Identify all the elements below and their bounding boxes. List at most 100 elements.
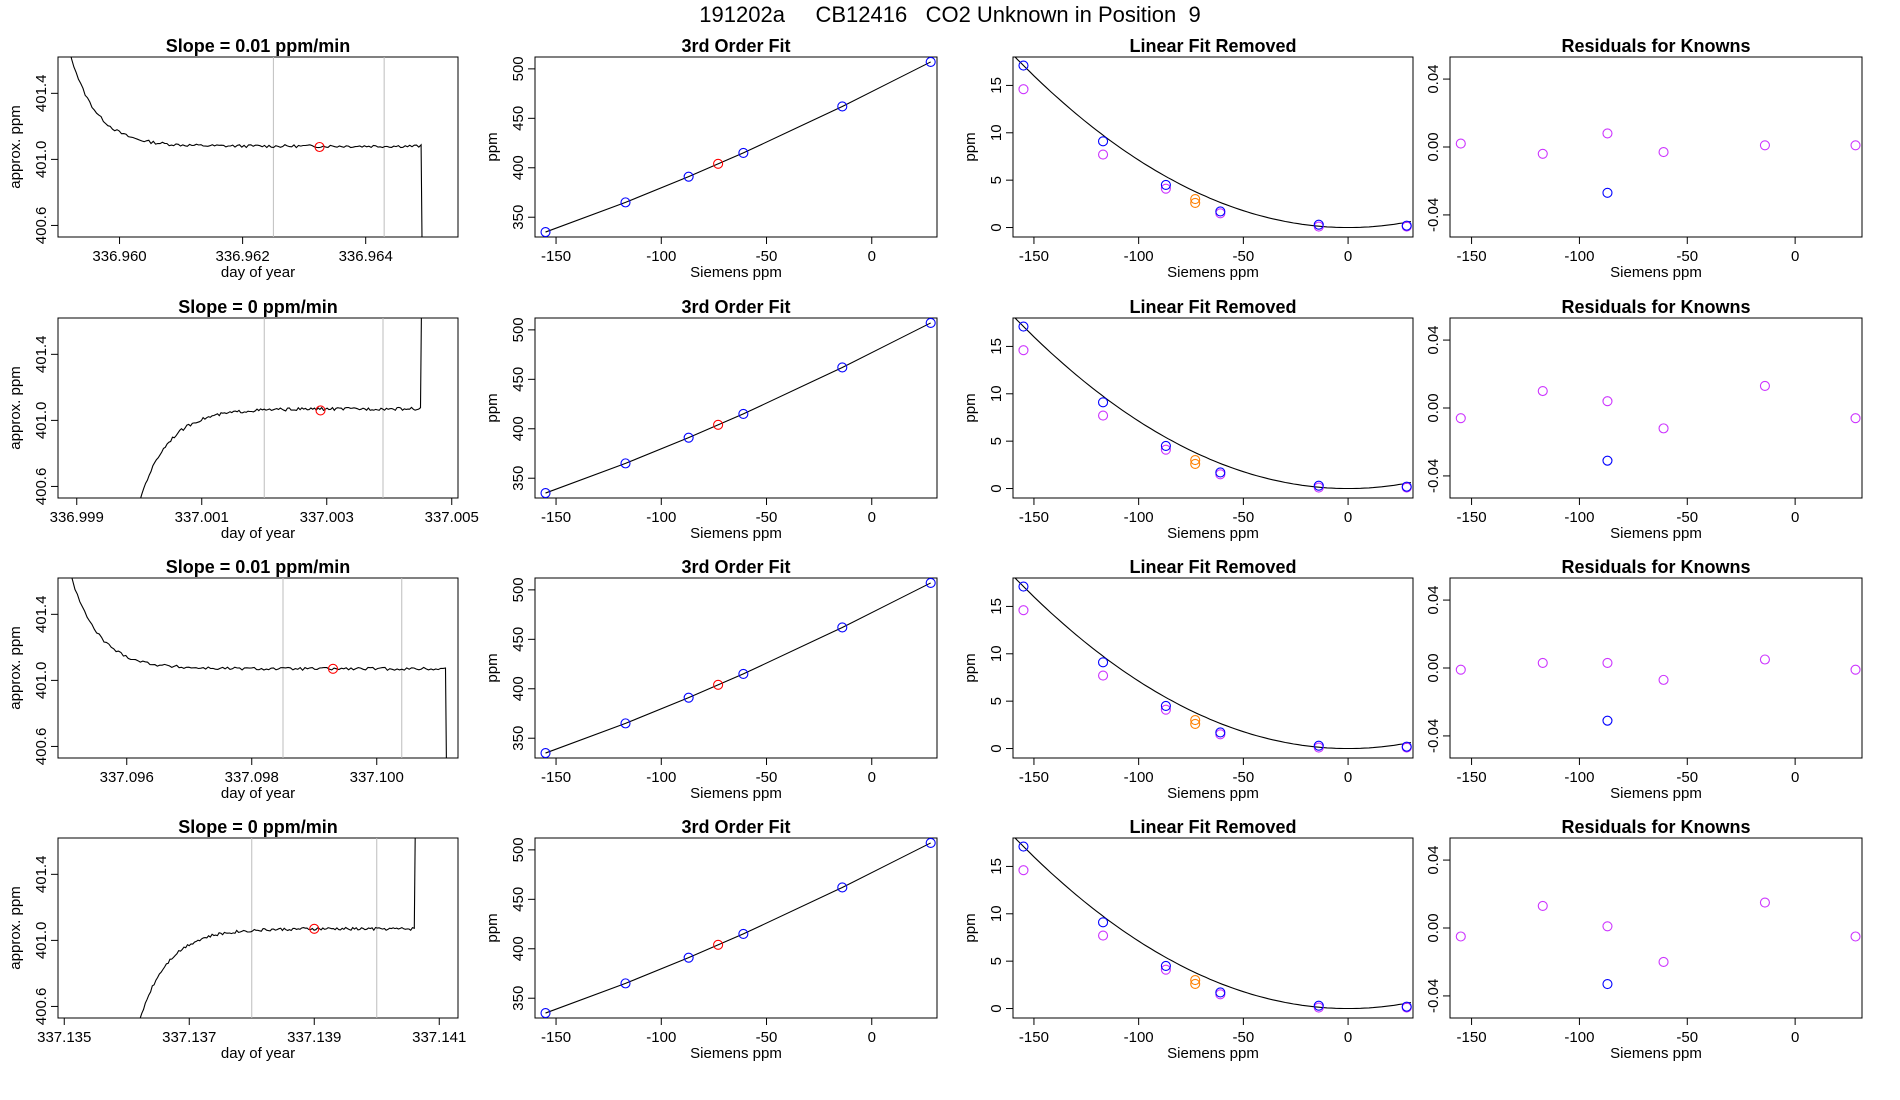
y-tick-label: 500 [510, 56, 527, 81]
known-point [738, 668, 749, 679]
known-point [1313, 740, 1324, 751]
x-tick-label: 337.135 [37, 1029, 91, 1046]
x-tick-label: -150 [1457, 248, 1487, 265]
residual-point [1455, 138, 1466, 149]
plot-area [139, 838, 416, 1018]
known-residual-point [1602, 187, 1613, 198]
x-tick-label: -150 [1457, 509, 1487, 526]
x-tick-label: -150 [541, 248, 571, 265]
x-tick-label: 0 [1791, 248, 1799, 265]
known-point [540, 227, 551, 237]
plot-area [540, 838, 936, 1018]
y-tick-label: 350 [510, 205, 527, 230]
y-tick-label: 500 [510, 837, 527, 862]
known-point [1401, 220, 1412, 231]
x-tick-label: -50 [1233, 769, 1255, 786]
residual-point [1850, 413, 1861, 424]
x-tick-label: 337.001 [175, 509, 229, 526]
chart-title: Slope = 0.01 ppm/min [166, 36, 351, 56]
x-tick-label: 0 [1344, 509, 1352, 526]
plot-frame [57, 837, 459, 1019]
series-line [139, 838, 416, 1018]
y-tick-label: -0.04 [1425, 459, 1442, 493]
known-point [540, 488, 551, 498]
y-tick-label: -0.04 [1425, 198, 1442, 232]
chart-panel-linear-2: Linear Fit Removed -150 -100 -50 0 0 5 10 15 Siem… [962, 297, 1414, 542]
known-point [1313, 1000, 1324, 1011]
known-point [1098, 917, 1109, 928]
y-tick-label: 500 [510, 317, 527, 342]
x-axis-label: Siemens ppm [1610, 1045, 1702, 1062]
y-tick-label: 15 [988, 77, 1005, 94]
unknown-linear-point [1190, 978, 1201, 989]
x-axis-label: Siemens ppm [690, 525, 782, 542]
y-axis-label: ppm [484, 653, 501, 682]
x-tick-label: -100 [1124, 1029, 1154, 1046]
known-point [683, 952, 694, 963]
chart-panel-timeseries-3: Slope = 0.01 ppm/min 337.096 337.098 337.10… [7, 557, 459, 802]
series-line [70, 57, 423, 237]
known-linear-point [1098, 149, 1109, 160]
y-axis-label: ppm [484, 132, 501, 161]
x-tick-label: 0 [1344, 769, 1352, 786]
chart-panel-linear-4: Linear Fit Removed -150 -100 -50 0 0 5 10 15 Siem… [962, 817, 1414, 1062]
y-tick-label: 400.6 [33, 988, 50, 1026]
y-tick-label: 0.04 [1425, 845, 1442, 874]
x-axis-label: Siemens ppm [1167, 264, 1259, 281]
residual-point [1455, 931, 1466, 942]
plot-frame [1449, 317, 1863, 499]
plot-frame [534, 577, 938, 759]
x-tick-label: 336.964 [339, 248, 393, 265]
known-point [738, 408, 749, 419]
fit-line [545, 582, 931, 754]
known-point [1313, 219, 1324, 230]
residual-point [1759, 380, 1770, 391]
x-tick-label: 0 [868, 1029, 876, 1046]
y-tick-label: 401.0 [33, 402, 50, 440]
x-tick-label: 337.137 [162, 1029, 216, 1046]
known-point [620, 458, 631, 469]
known-point [837, 622, 848, 633]
known-point [683, 692, 694, 703]
y-tick-label: 5 [988, 176, 1005, 184]
x-tick-label: 337.141 [412, 1029, 466, 1046]
y-tick-label: 0.00 [1425, 653, 1442, 682]
mean-point [314, 141, 325, 153]
known-point [925, 838, 936, 848]
plot-frame [1012, 577, 1414, 759]
y-tick-label: 15 [988, 598, 1005, 615]
x-tick-label: -100 [1564, 1029, 1594, 1046]
x-tick-label: 0 [1791, 1029, 1799, 1046]
x-tick-label: -100 [646, 509, 676, 526]
residual-point [1602, 128, 1613, 139]
known-point [837, 882, 848, 893]
residual-point [1850, 931, 1861, 942]
x-tick-label: -100 [1124, 248, 1154, 265]
fit-line [545, 61, 931, 233]
x-axis-label: Siemens ppm [690, 1045, 782, 1062]
known-point [620, 197, 631, 208]
x-axis-label: Siemens ppm [1610, 264, 1702, 281]
known-point [1098, 397, 1109, 408]
known-linear-point [1160, 964, 1171, 975]
residual-point [1602, 657, 1613, 668]
known-point [620, 978, 631, 989]
residual-point [1455, 664, 1466, 675]
y-tick-label: 5 [988, 957, 1005, 965]
y-axis-label: ppm [962, 913, 979, 942]
x-axis-label: Siemens ppm [1167, 1045, 1259, 1062]
y-tick-label: 401.4 [33, 336, 50, 374]
x-tick-label: 337.100 [350, 769, 404, 786]
y-tick-label: 10 [988, 124, 1005, 141]
plot-area [1014, 578, 1412, 753]
chart-panel-residual-2: Residuals for Knowns -150 -100 -50 0 -0.04 0.0… [1425, 297, 1863, 542]
residual-point [1759, 897, 1770, 908]
y-tick-label: 350 [510, 466, 527, 491]
known-linear-point [1098, 930, 1109, 941]
mean-point [327, 663, 339, 674]
residual-point [1850, 664, 1861, 675]
x-tick-label: 0 [868, 509, 876, 526]
chart-title: Residuals for Knowns [1561, 817, 1750, 837]
x-tick-label: 0 [868, 769, 876, 786]
x-tick-label: -100 [646, 769, 676, 786]
